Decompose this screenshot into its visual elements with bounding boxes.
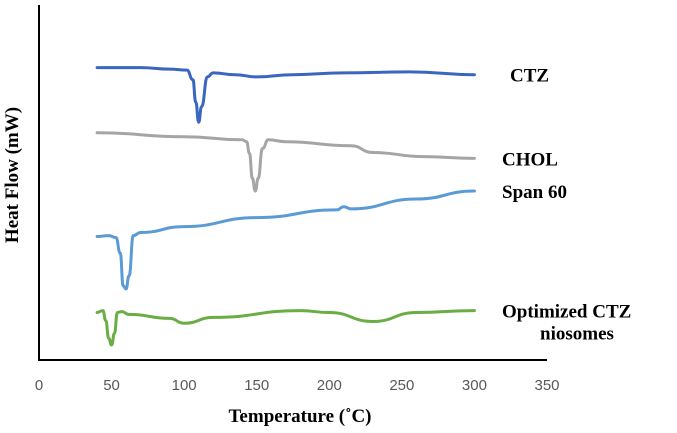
x-tick-labels: 0 50 100 150 200 250 300 350 xyxy=(35,377,560,394)
series-label-chol: CHOL xyxy=(502,149,558,170)
series-label-line: Span 60 xyxy=(502,182,567,203)
series-line-chol xyxy=(95,131,476,193)
x-tick-label-100: 100 xyxy=(172,377,197,394)
x-tick-label-0: 0 xyxy=(35,377,43,394)
x-tick-label-300: 300 xyxy=(462,377,487,394)
x-tick-label-50: 50 xyxy=(103,377,120,394)
series-line-ctz xyxy=(95,66,476,124)
series-label-span-60: Span 60 xyxy=(502,182,567,203)
x-tick-label-150: 150 xyxy=(244,377,269,394)
x-axis-title: Temperature (˚C) xyxy=(229,406,372,427)
series-labels: CTZ CHOL Span 60 Optimized CTZ niosomes xyxy=(502,66,631,345)
x-tick-label-350: 350 xyxy=(534,377,559,394)
series-label-optimized-ctz-niosomes: Optimized CTZ niosomes xyxy=(502,302,631,345)
series-label-line: CTZ xyxy=(510,66,549,87)
x-tick-label-200: 200 xyxy=(317,377,342,394)
series-line-span-60 xyxy=(95,189,476,291)
series-label-line: Optimized CTZ xyxy=(502,302,631,323)
series-label-line: niosomes xyxy=(540,324,614,345)
series-label-line: CHOL xyxy=(502,149,558,170)
series-label-ctz: CTZ xyxy=(510,66,549,87)
x-tick-label-250: 250 xyxy=(389,377,414,394)
series-line-optimized-ctz-niosomes xyxy=(95,309,476,347)
y-axis-title: Heat Flow (mW) xyxy=(2,107,23,243)
series-layer xyxy=(95,66,476,347)
